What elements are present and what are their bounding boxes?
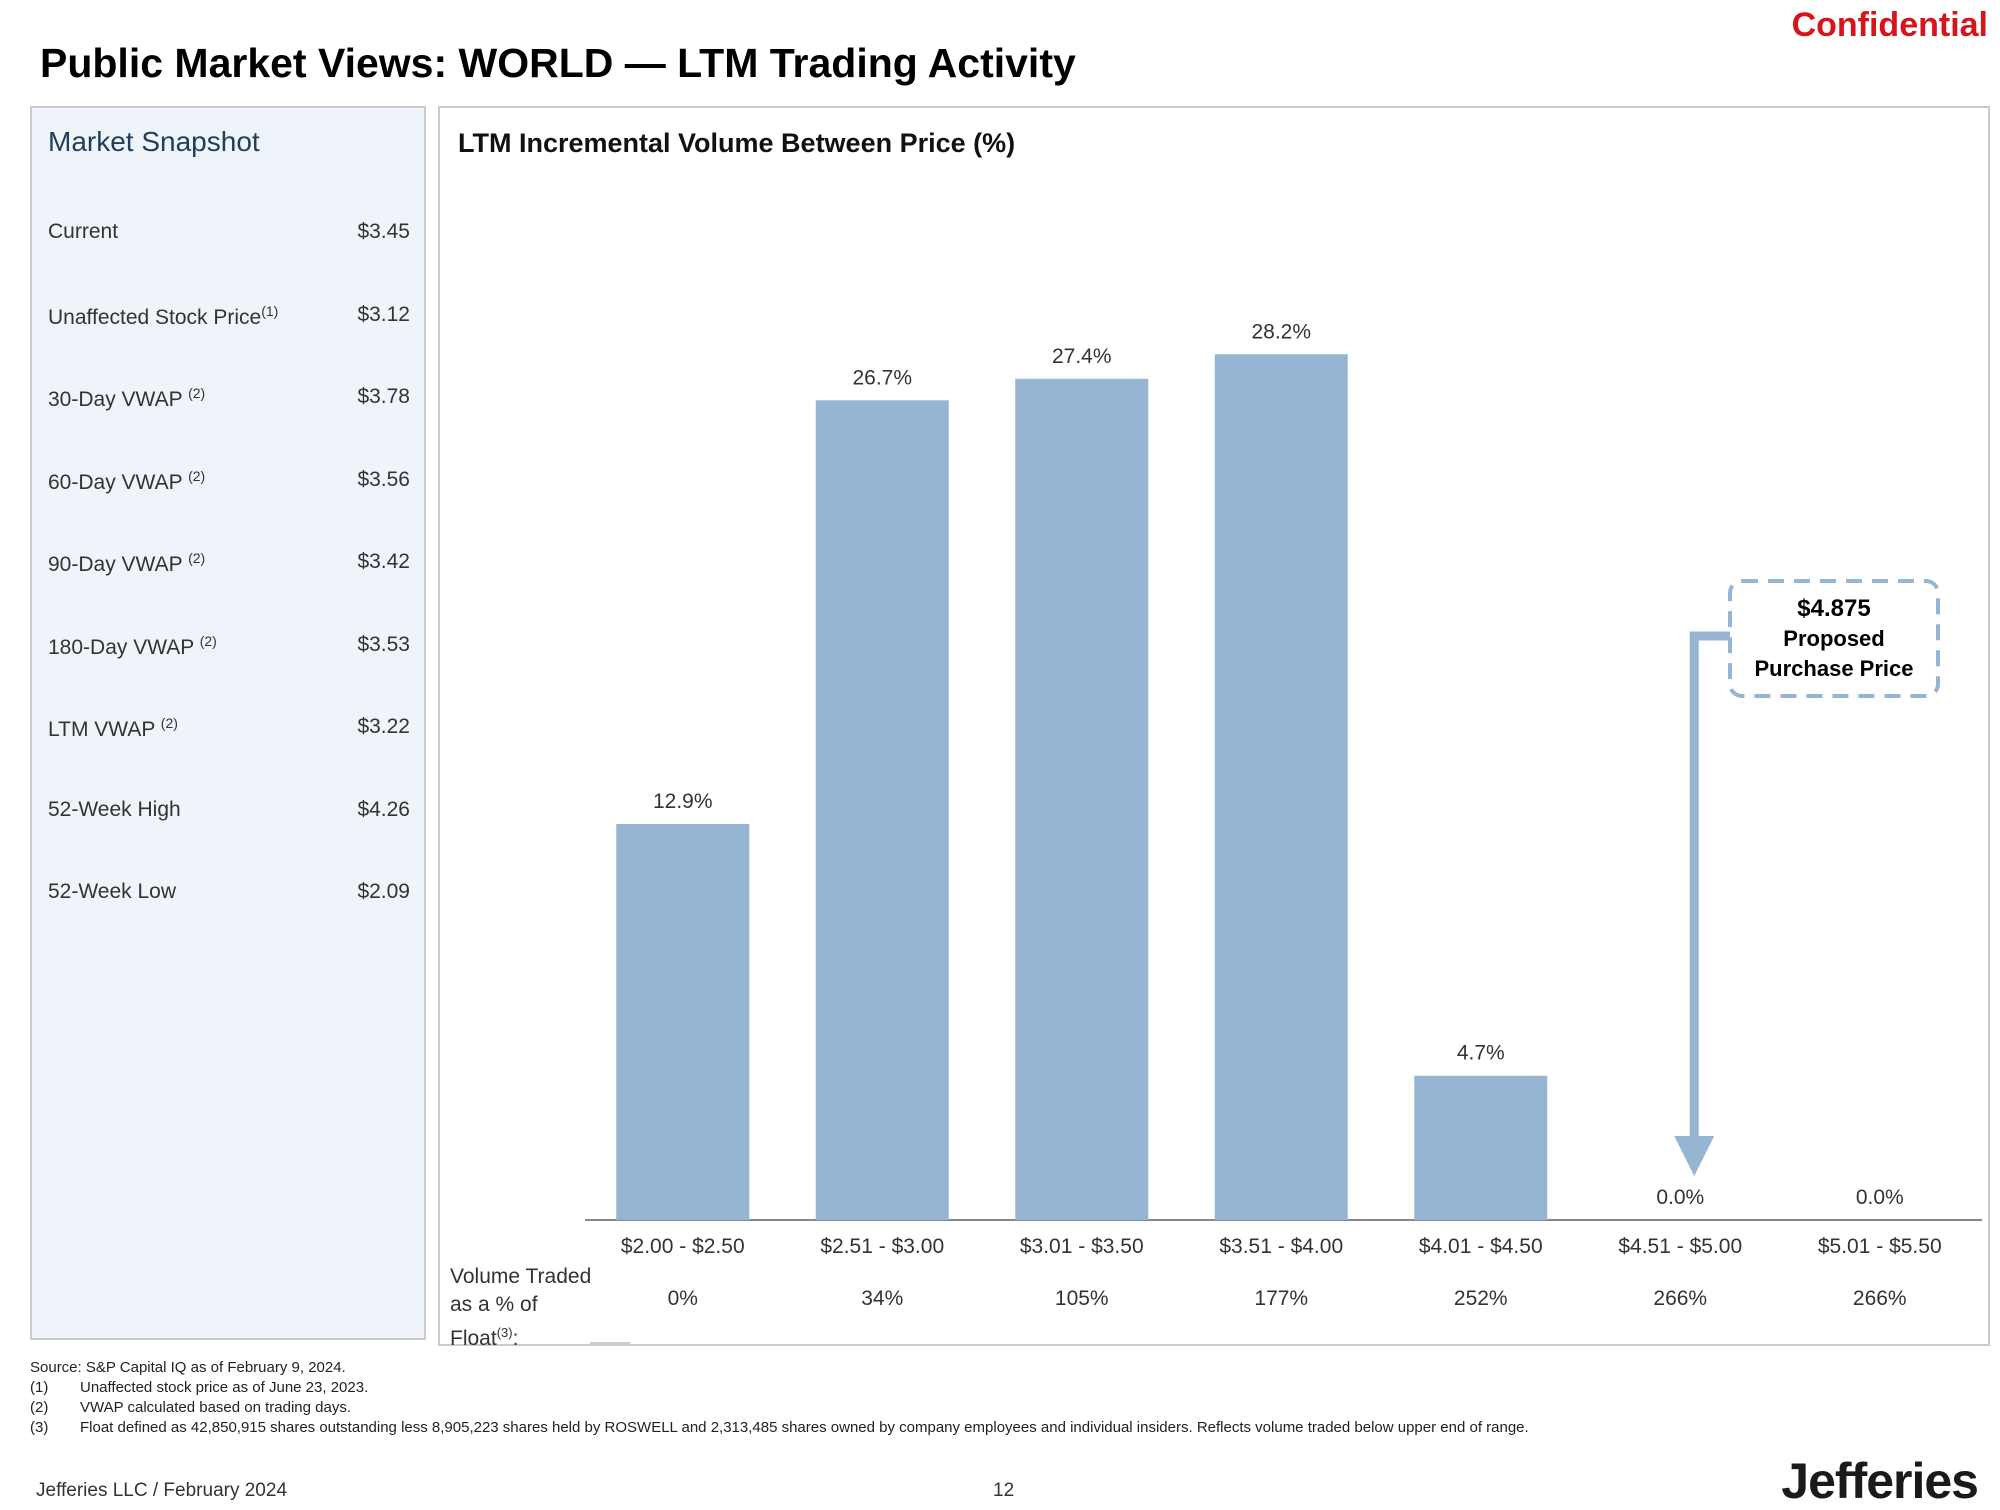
footnote-text: Unaffected stock price as of June 23, 20… [80, 1379, 369, 1396]
snapshot-row-value: $3.45 [357, 220, 410, 243]
callout-price: $4.875 [1797, 595, 1870, 622]
float-value: 266% [1653, 1287, 1707, 1310]
x-tick-label: $2.51 - $3.00 [820, 1235, 944, 1258]
snapshot-row: Unaffected Stock Price(1) $3.12 [48, 295, 410, 335]
snapshot-row-value: $3.53 [357, 632, 410, 656]
footnote-number: (2) [30, 1399, 49, 1416]
x-tick-label: $2.00 - $2.50 [621, 1235, 745, 1258]
footnote: (1) Unaffected stock price as of June 23,… [30, 1378, 1529, 1398]
x-tick-label: $5.01 - $5.50 [1818, 1235, 1942, 1258]
chart-panel: LTM Incremental Volume Between Price (%)… [438, 106, 1990, 1350]
data-label: 0.0% [1856, 1186, 1904, 1209]
footnote-text: VWAP calculated based on trading days. [80, 1399, 351, 1416]
data-label: 0.0% [1656, 1186, 1704, 1209]
float-value: 266% [1853, 1287, 1907, 1310]
snapshot-row-value: $3.12 [357, 302, 410, 326]
snapshot-row: 60-Day VWAP (2) $3.56 [48, 460, 410, 500]
callout-box [1728, 579, 1940, 698]
callout-line-2: Purchase Price [1755, 656, 1914, 681]
footnote-source: Source: S&P Capital IQ as of February 9,… [30, 1359, 346, 1376]
snapshot-row-label: Unaffected Stock Price(1) [48, 302, 279, 329]
data-label: 26.7% [852, 366, 912, 389]
data-label: 12.9% [653, 790, 713, 813]
footnote-text: Float defined as 42,850,915 shares outst… [80, 1419, 1529, 1436]
snapshot-row-label: Current [48, 220, 119, 243]
snapshot-row-label: 90-Day VWAP (2) [48, 550, 206, 576]
float-value: 0% [668, 1287, 698, 1310]
bar [815, 400, 949, 1220]
float-value: 177% [1254, 1287, 1308, 1310]
snapshot-row-label: 180-Day VWAP (2) [48, 632, 217, 659]
x-tick-label: $4.51 - $5.00 [1618, 1235, 1742, 1258]
float-row-label: Volume Traded as a % of Float(3): [450, 1265, 592, 1350]
page-number: 12 [993, 1480, 1015, 1501]
snapshot-row: Current $3.45 [48, 212, 410, 252]
callout-arrow-head [1674, 1136, 1715, 1176]
footer-firm-date: Jefferies LLC / February 2024 [36, 1480, 288, 1501]
snapshot-row-value: $3.22 [357, 715, 410, 738]
bar [1414, 1075, 1548, 1220]
snapshot-row-value: $2.09 [357, 880, 410, 903]
callout-line-1: Proposed [1783, 626, 1884, 651]
callout-arrow-line [1689, 631, 1731, 1138]
snapshot-row-label: 60-Day VWAP (2) [48, 467, 206, 494]
footnotes: Source: S&P Capital IQ as of February 9,… [30, 1358, 1529, 1438]
footnote-number: (1) [30, 1379, 49, 1396]
bar [1015, 378, 1149, 1220]
snapshot-row: 52-Week High $4.26 [48, 790, 410, 830]
snapshot-row-value: $3.78 [357, 385, 410, 408]
x-tick-label: $3.51 - $4.00 [1219, 1235, 1343, 1258]
data-label: 27.4% [1052, 345, 1112, 368]
snapshot-row-label: 52-Week Low [48, 880, 177, 903]
confidential-label: Confidential [1791, 6, 1988, 44]
jefferies-logo: Jefferies [1781, 1453, 1979, 1509]
snapshot-row: 30-Day VWAP (2) $3.78 [48, 377, 410, 417]
snapshot-row-value: $3.56 [357, 467, 410, 491]
x-tick-label: $4.01 - $4.50 [1419, 1235, 1543, 1258]
snapshot-row: 52-Week Low $2.09 [48, 872, 410, 912]
chart-title: LTM Incremental Volume Between Price (%) [458, 128, 1016, 158]
float-label-rule [590, 1342, 630, 1344]
bar [1214, 354, 1348, 1220]
data-label: 28.2% [1251, 320, 1311, 343]
snapshot-row-value: $4.26 [357, 797, 410, 821]
footnote-number: (3) [30, 1419, 49, 1436]
footnote: (3) Float defined as 42,850,915 shares ou… [30, 1418, 1529, 1438]
float-value: 34% [861, 1287, 903, 1310]
x-tick-label: $3.01 - $3.50 [1020, 1235, 1144, 1258]
float-value: 252% [1454, 1287, 1508, 1310]
footnote: (2) VWAP calculated based on trading days… [30, 1398, 1529, 1418]
page-title: Public Market Views: WORLD — LTM Trading… [40, 40, 1076, 86]
snapshot-title: Market Snapshot [48, 126, 260, 157]
snapshot-row-value: $3.42 [357, 550, 410, 573]
data-label: 4.7% [1457, 1042, 1505, 1065]
market-snapshot-panel: Market Snapshot Current $3.45 Unaffected S… [30, 106, 426, 1340]
volume-bar-chart: 12.9% $2.00 - $2.50 0% 26.7% $2.51 - $3.00 34… [585, 320, 1982, 1310]
snapshot-row-label: 30-Day VWAP (2) [48, 385, 206, 411]
float-value: 105% [1055, 1287, 1109, 1310]
snapshot-row-label: LTM VWAP (2) [48, 715, 178, 741]
bar [616, 823, 750, 1220]
snapshot-row: 90-Day VWAP (2) $3.42 [48, 542, 410, 582]
snapshot-row-label: 52-Week High [48, 797, 181, 821]
snapshot-row: 180-Day VWAP (2) $3.53 [48, 625, 410, 665]
snapshot-row: LTM VWAP (2) $3.22 [48, 707, 410, 747]
